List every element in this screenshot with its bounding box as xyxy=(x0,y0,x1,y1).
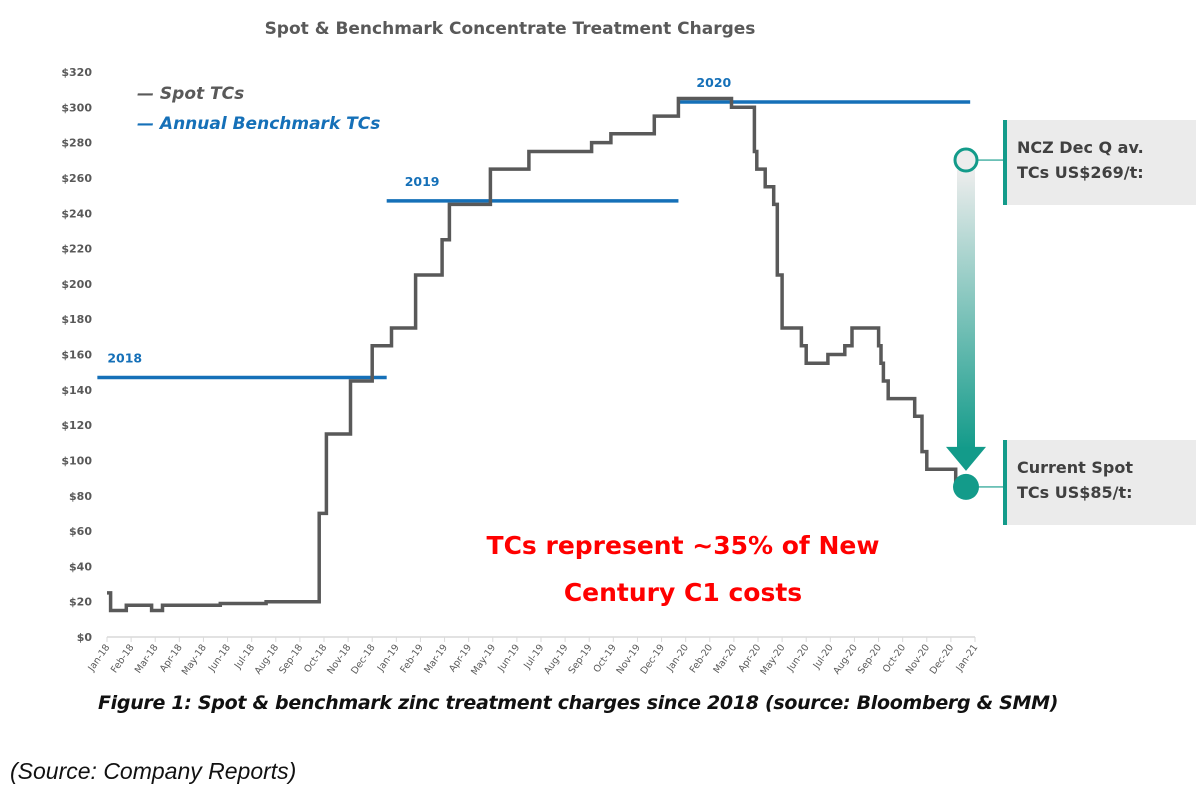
legend: — Spot TCs — Annual Benchmark TCs xyxy=(137,84,380,134)
benchmark-label-2019: 2019 xyxy=(405,174,440,189)
y-tick-label: $20 xyxy=(69,596,92,609)
y-tick-label: $180 xyxy=(61,313,92,326)
y-tick-label: $240 xyxy=(61,207,92,220)
x-tick-label: Mar-20 xyxy=(711,642,739,675)
callout-2-line-1: Current Spot xyxy=(1017,458,1133,477)
start-marker-icon xyxy=(953,147,979,173)
source-note: (Source: Company Reports) xyxy=(10,758,297,784)
x-tick-label: Jul-19 xyxy=(521,642,546,671)
legend-spot: — Spot TCs xyxy=(137,84,244,104)
x-tick-label: May-20 xyxy=(758,642,787,677)
y-tick-label: $220 xyxy=(61,243,92,256)
y-tick-label: $200 xyxy=(61,278,92,291)
x-tick-label: Mar-18 xyxy=(133,642,161,675)
y-axis: $0 $20 $40 $60 $80 $100 $120 $140 $160 $180 $200 $2… xyxy=(61,66,92,644)
x-tick-label: May-19 xyxy=(469,642,498,677)
x-tick-label: Dec-20 xyxy=(928,642,956,676)
annotation-line-2: Century C1 costs xyxy=(564,578,802,607)
x-tick-label: Aug-19 xyxy=(542,642,571,676)
y-tick-label: $0 xyxy=(77,631,93,644)
chart-title: Spot & Benchmark Concentrate Treatment C… xyxy=(265,19,756,39)
x-tick-label: Sep-19 xyxy=(566,642,594,676)
y-tick-label: $140 xyxy=(61,384,92,397)
y-tick-label: $260 xyxy=(61,172,92,185)
x-tick-label: Jun-18 xyxy=(206,642,233,674)
x-tick-label: Sep-18 xyxy=(277,642,305,676)
x-tick-label: Dec-18 xyxy=(349,642,377,676)
callout-1-line-2: TCs US$269/t: xyxy=(1017,163,1144,182)
y-tick-label: $320 xyxy=(61,66,92,79)
callout-current-spot: Current Spot TCs US$85/t: xyxy=(1003,440,1196,525)
callout-2-line-2: TCs US$85/t: xyxy=(1017,483,1133,502)
x-tick-label: Jun-20 xyxy=(785,642,812,674)
y-tick-label: $100 xyxy=(61,454,92,467)
end-marker-icon xyxy=(953,473,979,500)
benchmark-label-2020: 2020 xyxy=(696,75,731,90)
figure-caption: Figure 1: Spot & benchmark zinc treatmen… xyxy=(98,692,1059,714)
spot-tcs-line xyxy=(107,96,966,613)
y-tick-label: $160 xyxy=(61,349,92,362)
change-arrow xyxy=(946,147,1003,500)
x-tick-label: Feb-20 xyxy=(688,642,716,675)
x-tick-label: Mar-19 xyxy=(422,642,450,675)
x-tick-label: Dec-19 xyxy=(639,642,667,676)
chart: Spot & Benchmark Concentrate Treatment C… xyxy=(61,19,1003,677)
y-tick-label: $40 xyxy=(69,560,92,573)
y-tick-label: $280 xyxy=(61,137,92,150)
callout-1-line-1: NCZ Dec Q av. xyxy=(1017,138,1144,157)
callout-ncz-dec-q: NCZ Dec Q av. TCs US$269/t: xyxy=(1003,120,1196,205)
arrow-head-icon xyxy=(946,446,986,471)
arrow-shaft xyxy=(957,170,975,449)
x-tick-label: Jun-19 xyxy=(495,642,522,674)
y-tick-label: $120 xyxy=(61,419,92,432)
legend-benchmark: — Annual Benchmark TCs xyxy=(137,114,380,134)
y-tick-label: $300 xyxy=(61,101,92,114)
annotation-line-1: TCs represent ~35% of New xyxy=(487,531,880,560)
y-tick-label: $80 xyxy=(69,490,92,503)
x-tick-label: May-18 xyxy=(180,642,209,677)
x-tick-label: Aug-20 xyxy=(831,642,860,676)
x-tick-label: Jul-20 xyxy=(811,642,836,671)
benchmark-label-2018: 2018 xyxy=(107,350,142,365)
x-tick-label: Sep-20 xyxy=(856,642,884,676)
x-tick-label: Feb-19 xyxy=(398,642,426,675)
x-tick-label: Jul-18 xyxy=(232,642,257,671)
x-tick-label: Aug-18 xyxy=(253,642,282,676)
benchmark-series: 2018 2019 2020 xyxy=(97,75,971,380)
x-tick-label: Jan-21 xyxy=(954,642,981,674)
y-tick-label: $60 xyxy=(69,525,92,538)
x-tick-label: Feb-18 xyxy=(109,642,137,675)
